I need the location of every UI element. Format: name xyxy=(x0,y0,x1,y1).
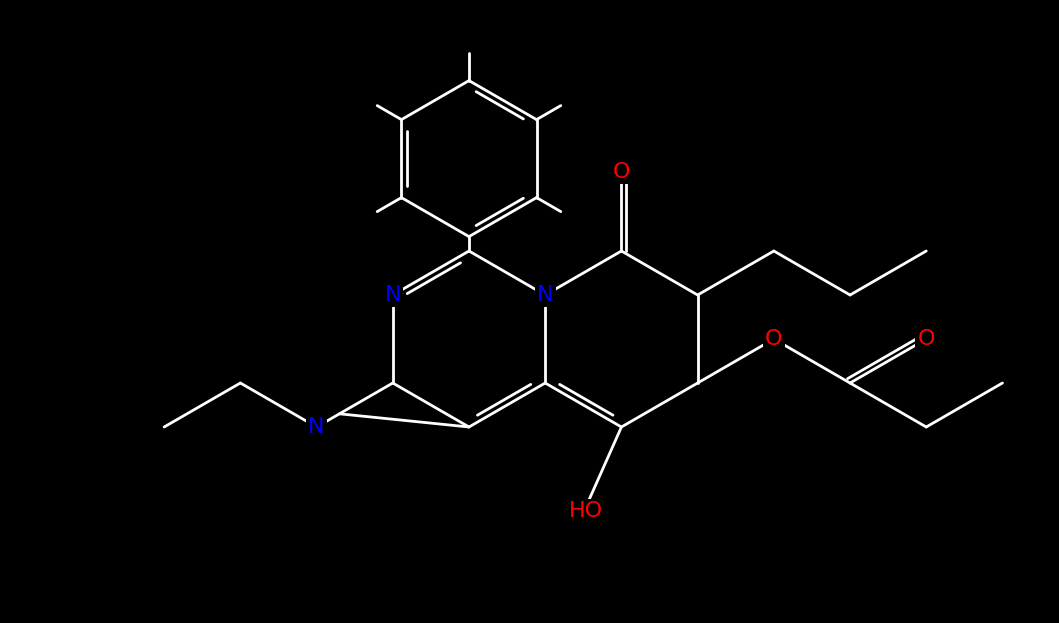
Text: O: O xyxy=(917,329,935,349)
Text: N: N xyxy=(308,417,325,437)
Text: O: O xyxy=(765,329,783,349)
Text: N: N xyxy=(384,285,401,305)
Text: HO: HO xyxy=(569,501,604,521)
Text: O: O xyxy=(613,162,630,182)
Text: N: N xyxy=(537,285,554,305)
